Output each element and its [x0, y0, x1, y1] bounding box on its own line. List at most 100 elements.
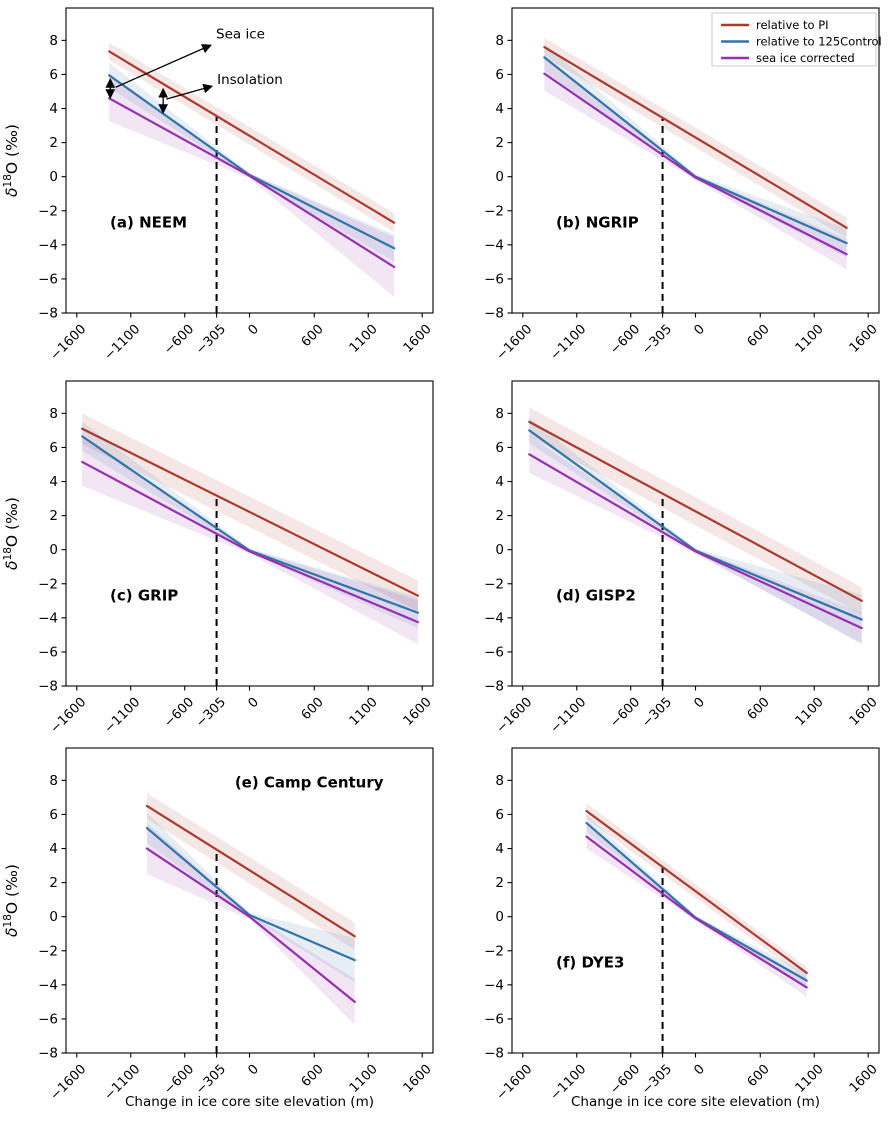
- x-tick-label: −600: [607, 695, 643, 731]
- y-tick-label: −2: [38, 203, 58, 219]
- series-line: [585, 809, 808, 975]
- panel-a-cell: −8 −6 −4 −2 0 2 4 6 8 −1600 −1100 −600 −305 0 600 1100 1…: [0, 0, 447, 375]
- y-tick-label: −2: [484, 203, 504, 219]
- x-tick-label: −1600: [48, 322, 90, 364]
- plot-area: [108, 42, 396, 313]
- x-tick-label: −305: [193, 1062, 229, 1098]
- x-tick-label: 1100: [347, 322, 381, 356]
- panel-b-cell: −8 −6 −4 −2 0 2 4 6 8 −1600 −1100 −600 −305 0 600 1100 1…: [447, 0, 895, 375]
- y-tick-label: −2: [484, 943, 504, 959]
- x-tick-label: −600: [607, 322, 643, 358]
- y-tick-label: −4: [38, 610, 58, 626]
- y-tick-label: −4: [484, 237, 504, 253]
- y-tick-label: 8: [495, 33, 504, 49]
- x-tick-label: −305: [639, 695, 675, 731]
- y-tick-label: −6: [38, 644, 58, 660]
- y-tick-label: −2: [484, 576, 504, 592]
- y-tick-label: 4: [495, 474, 504, 490]
- y-tick-label: −8: [484, 1046, 504, 1062]
- y-tick-label: 4: [49, 101, 58, 117]
- panel-c-cell: −8 −6 −4 −2 0 2 4 6 8 −1600 −1100 −600 −305 0 600 1100 1…: [0, 375, 447, 745]
- series-line: [528, 420, 863, 602]
- y-tick-label: 4: [49, 841, 58, 857]
- y-tick-label: −8: [38, 679, 58, 695]
- annotation-arrow: [166, 83, 214, 100]
- annotation-arrow: [115, 44, 212, 88]
- y-tick-label: 2: [495, 135, 504, 151]
- x-tick-label: 1100: [793, 322, 827, 356]
- y-tick-label: −6: [38, 1011, 58, 1027]
- panel-title: (c) GRIP: [110, 587, 178, 605]
- y-tick-label: 8: [495, 406, 504, 422]
- y-tick-label: −2: [38, 576, 58, 592]
- x-tick-label: 1100: [793, 695, 827, 729]
- confidence-band: [82, 438, 418, 645]
- x-tick-label: 1100: [347, 695, 381, 729]
- y-tick-label: 6: [49, 807, 58, 823]
- y-tick-label: 0: [495, 542, 504, 558]
- series-line: [543, 72, 848, 256]
- series-line: [81, 427, 419, 597]
- y-tick-label: −6: [484, 644, 504, 660]
- plot-area: [528, 407, 863, 686]
- x-tick-label: −305: [639, 1062, 675, 1098]
- y-axis-title: δ18O (‰): [2, 864, 21, 937]
- x-tick-label: 1600: [401, 1062, 435, 1096]
- x-tick-label: −1100: [548, 695, 590, 737]
- y-tick-label: 6: [495, 807, 504, 823]
- series-line: [108, 50, 396, 224]
- x-tick-label: −305: [193, 322, 229, 358]
- y-tick-label: −4: [38, 237, 58, 253]
- y-tick-label: 2: [49, 508, 58, 524]
- y-tick-label: 6: [49, 67, 58, 83]
- plot-area: [543, 37, 848, 313]
- x-tick-label: 1100: [347, 1062, 381, 1096]
- chart-panel-a: −8 −6 −4 −2 0 2 4 6 8 −1600 −1100 −600−305 0 600 1100 1…: [2, 7, 435, 364]
- y-tick-label: 4: [495, 101, 504, 117]
- y-tick-label: 4: [495, 841, 504, 857]
- confidence-band: [586, 814, 807, 989]
- panel-title: (b) NGRIP: [556, 214, 639, 232]
- y-tick-label: 8: [49, 33, 58, 49]
- y-axis-title: δ18O (‰): [2, 124, 21, 197]
- y-tick-label: 0: [495, 169, 504, 185]
- x-tick-label: 1600: [847, 322, 881, 356]
- panel-title: (d) GISP2: [556, 587, 636, 605]
- x-tick-label: 0: [246, 322, 262, 338]
- y-tick-label: −4: [484, 977, 504, 993]
- x-tick-label: −1100: [102, 695, 144, 737]
- y-tick-label: −8: [484, 306, 504, 322]
- x-tick-label: −600: [161, 1062, 197, 1098]
- x-tick-label: 1100: [793, 1062, 827, 1096]
- y-tick-label: 0: [49, 909, 58, 925]
- chart-panel-d: −8 −6 −4 −2 0 2 4 6 8 −1600 −1100 −600−305 0 600 1100 1…: [484, 380, 881, 737]
- series-line: [543, 46, 848, 229]
- x-tick-label: −1600: [494, 322, 536, 364]
- plot-area: [81, 413, 419, 686]
- legend-label: relative to 125Control: [756, 35, 882, 49]
- series-line: [528, 453, 863, 630]
- y-tick-label: 0: [495, 909, 504, 925]
- x-tick-label: −600: [161, 695, 197, 731]
- x-tick-label: 600: [745, 1062, 773, 1090]
- y-tick-label: 4: [49, 474, 58, 490]
- confidence-band: [109, 75, 395, 297]
- y-tick-label: 6: [495, 440, 504, 456]
- x-tick-label: −305: [193, 695, 229, 731]
- y-tick-label: −4: [484, 610, 504, 626]
- annotation-label: Insolation: [217, 72, 283, 88]
- x-tick-label: 600: [299, 1062, 327, 1090]
- x-tick-label: 600: [745, 322, 773, 350]
- panel-title: (f) DYE3: [556, 954, 624, 972]
- confidence-band: [544, 43, 847, 258]
- chart-panel-c: −8 −6 −4 −2 0 2 4 6 8 −1600 −1100 −600−305 0 600 1100 1…: [2, 380, 435, 737]
- y-tick-label: 2: [495, 508, 504, 524]
- legend-label: relative to PI: [756, 18, 829, 32]
- x-tick-label: −1600: [48, 695, 90, 737]
- x-tick-label: 1600: [847, 695, 881, 729]
- annotation-label: Sea ice: [216, 27, 265, 43]
- legend-label: sea ice corrected: [756, 51, 855, 65]
- x-tick-label: 0: [692, 695, 708, 711]
